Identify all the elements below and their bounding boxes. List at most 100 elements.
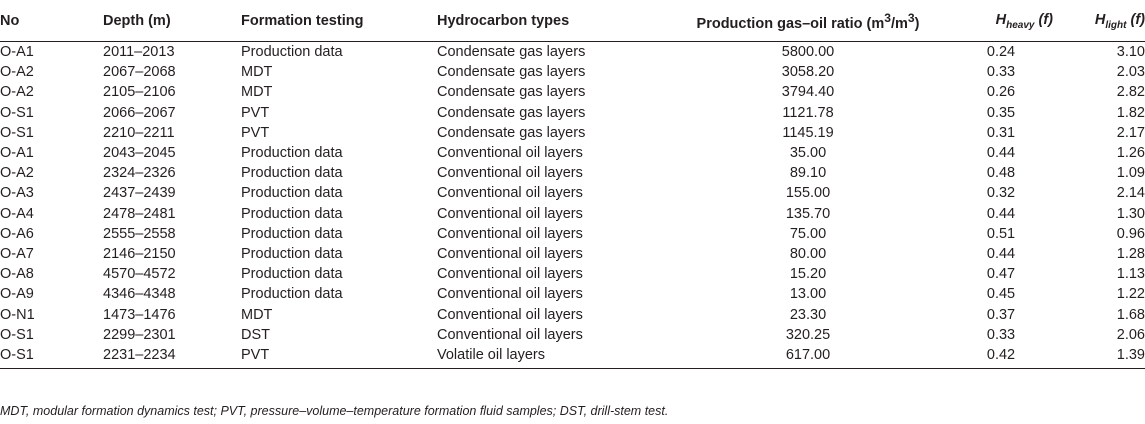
table-body: O-A1 2011–2013 Production data Condensate g… xyxy=(0,42,1145,369)
header-gor-prefix: Production gas–oil ratio (m xyxy=(696,15,885,32)
header-gor-sup2: 3 xyxy=(907,10,915,25)
cell-h-heavy: 0.31 xyxy=(986,124,1016,141)
cell-depth: 2105–2106 xyxy=(103,84,176,101)
table-row: O-S1 2210–2211 PVT Condensate gas layers 114… xyxy=(0,123,1145,143)
header-h-heavy-unit: (f) xyxy=(1034,11,1054,28)
cell-h-heavy: 0.47 xyxy=(986,266,1016,283)
cell-depth: 2299–2301 xyxy=(103,326,176,343)
cell-formation-testing: MDT xyxy=(241,306,273,323)
cell-h-light: 3.10 xyxy=(1116,44,1145,61)
cell-formation-testing: Production data xyxy=(241,225,343,242)
cell-gas-oil-ratio: 135.70 xyxy=(785,205,831,222)
cell-depth: 2210–2211 xyxy=(103,124,175,141)
cell-hydrocarbon-type: Conventional oil layers xyxy=(437,185,583,202)
cell-gas-oil-ratio: 155.00 xyxy=(785,185,831,202)
cell-formation-testing: Production data xyxy=(241,245,343,262)
cell-depth: 4570–4572 xyxy=(103,266,176,283)
cell-depth: 2066–2067 xyxy=(103,104,176,121)
cell-formation-testing: PVT xyxy=(241,104,270,121)
cell-h-light: 1.22 xyxy=(1116,286,1145,303)
header-gor-sup1: 3 xyxy=(884,10,891,25)
cell-hydrocarbon-type: Condensate gas layers xyxy=(437,124,586,141)
cell-hydrocarbon-type: Condensate gas layers xyxy=(437,84,586,101)
cell-depth: 2011–2013 xyxy=(103,44,175,61)
cell-no: O-A6 xyxy=(0,225,34,242)
cell-gas-oil-ratio: 89.10 xyxy=(789,165,827,182)
cell-h-heavy: 0.37 xyxy=(986,306,1016,323)
cell-h-light: 1.68 xyxy=(1116,306,1145,323)
cell-formation-testing: PVT xyxy=(241,124,270,141)
cell-no: O-A2 xyxy=(0,165,34,182)
cell-no: O-A2 xyxy=(0,64,34,81)
cell-gas-oil-ratio: 1145.19 xyxy=(782,124,834,141)
cell-h-heavy: 0.44 xyxy=(986,145,1016,162)
cell-h-light: 2.03 xyxy=(1116,64,1145,81)
header-formation-testing: Formation testing xyxy=(241,6,437,42)
cell-h-heavy: 0.24 xyxy=(986,44,1016,61)
cell-h-light: 1.13 xyxy=(1116,266,1145,283)
cell-h-heavy: 0.44 xyxy=(986,245,1016,262)
cell-hydrocarbon-type: Conventional oil layers xyxy=(437,245,583,262)
cell-depth: 2478–2481 xyxy=(103,205,176,222)
cell-formation-testing: Production data xyxy=(241,266,343,283)
cell-no: O-A9 xyxy=(0,286,34,303)
cell-gas-oil-ratio: 75.00 xyxy=(789,225,827,242)
table-row: O-A2 2105–2106 MDT Condensate gas layers 379… xyxy=(0,82,1145,102)
cell-hydrocarbon-type: Conventional oil layers xyxy=(437,306,583,323)
cell-gas-oil-ratio: 35.00 xyxy=(789,145,827,162)
cell-depth: 2555–2558 xyxy=(103,225,176,242)
cell-no: O-S1 xyxy=(0,344,103,369)
cell-hydrocarbon-type: Conventional oil layers xyxy=(437,145,583,162)
table-row: O-A2 2067–2068 MDT Condensate gas layers 305… xyxy=(0,62,1145,82)
cell-hydrocarbon-type: Condensate gas layers xyxy=(437,104,586,121)
cell-depth: 2146–2150 xyxy=(103,245,176,262)
cell-formation-testing: Production data xyxy=(241,185,343,202)
header-h-light: Hlight (f) xyxy=(1053,6,1145,42)
header-h-heavy-h: H xyxy=(995,11,1007,28)
cell-h-light: 1.28 xyxy=(1116,245,1145,262)
cell-formation-testing: MDT xyxy=(241,64,273,81)
cell-gas-oil-ratio: 320.25 xyxy=(785,326,831,343)
cell-formation-testing: PVT xyxy=(241,344,437,369)
cell-no: O-A7 xyxy=(0,245,34,262)
header-h-heavy: Hheavy (f) xyxy=(949,6,1053,42)
cell-depth: 2324–2326 xyxy=(103,165,176,182)
cell-hydrocarbon-type: Conventional oil layers xyxy=(437,326,583,343)
header-gas-oil-ratio: Production gas–oil ratio (m3/m3) xyxy=(667,6,949,42)
header-row: No Depth (m) Formation testing Hydrocarb… xyxy=(0,6,1145,42)
cell-h-light: 1.39 xyxy=(1053,344,1145,369)
cell-hydrocarbon-type: Conventional oil layers xyxy=(437,165,583,182)
cell-gas-oil-ratio: 3058.20 xyxy=(781,64,835,81)
cell-h-heavy: 0.48 xyxy=(986,165,1016,182)
cell-h-light: 1.82 xyxy=(1116,104,1145,121)
table-footnote: MDT, modular formation dynamics test; PV… xyxy=(0,404,669,418)
cell-h-heavy: 0.33 xyxy=(986,326,1016,343)
cell-formation-testing: MDT xyxy=(241,84,273,101)
header-h-heavy-sub: heavy xyxy=(1006,19,1035,31)
cell-hydrocarbon-type: Condensate gas layers xyxy=(437,44,586,61)
cell-hydrocarbon-type: Condensate gas layers xyxy=(437,64,586,81)
header-gor-mid: /m xyxy=(890,15,908,32)
table-row: O-A4 2478–2481 Production data Conventional… xyxy=(0,204,1145,224)
cell-h-light: 1.09 xyxy=(1116,165,1145,182)
cell-h-heavy: 0.51 xyxy=(986,225,1016,242)
cell-depth: 2067–2068 xyxy=(103,64,176,81)
table-header: No Depth (m) Formation testing Hydrocarb… xyxy=(0,6,1145,42)
cell-gas-oil-ratio: 1121.78 xyxy=(782,104,834,121)
cell-formation-testing: Production data xyxy=(241,44,343,61)
table-row: O-A6 2555–2558 Production data Conventional… xyxy=(0,224,1145,244)
cell-no: O-S1 xyxy=(0,124,34,141)
cell-h-light: 0.96 xyxy=(1116,225,1145,242)
cell-hydrocarbon-type: Conventional oil layers xyxy=(437,205,583,222)
cell-depth: 2231–2234 xyxy=(103,344,241,369)
cell-formation-testing: Production data xyxy=(241,145,343,162)
cell-gas-oil-ratio: 617.00 xyxy=(667,344,949,369)
cell-h-light: 1.30 xyxy=(1116,205,1145,222)
cell-h-light: 2.17 xyxy=(1116,124,1145,141)
cell-h-heavy: 0.45 xyxy=(986,286,1016,303)
cell-h-heavy: 0.42 xyxy=(949,344,1053,369)
cell-no: O-A3 xyxy=(0,185,34,202)
cell-gas-oil-ratio: 13.00 xyxy=(789,286,827,303)
cell-formation-testing: Production data xyxy=(241,165,343,182)
cell-no: O-A1 xyxy=(0,44,34,61)
